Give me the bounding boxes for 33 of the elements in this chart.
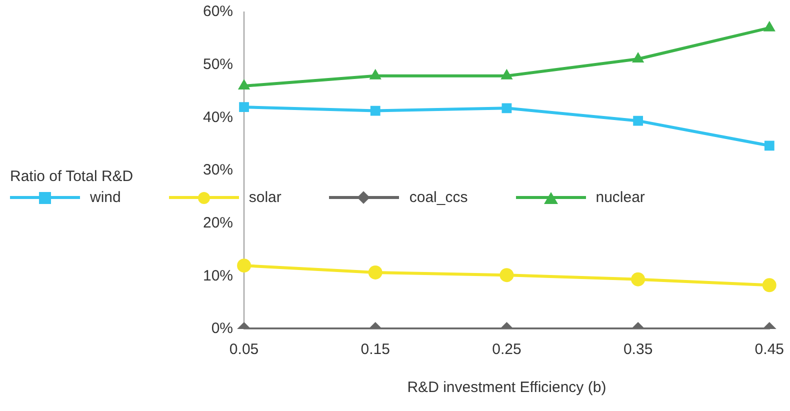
y-tick-label: 0% bbox=[211, 320, 234, 338]
y-tick-label: 10% bbox=[202, 267, 234, 284]
point bbox=[500, 68, 513, 80]
point bbox=[238, 78, 250, 90]
point bbox=[631, 272, 646, 286]
x-tick-label: 0.05 bbox=[229, 341, 259, 358]
point bbox=[368, 265, 382, 280]
legend-label: nuclear bbox=[596, 189, 645, 206]
y-tick-label: 40% bbox=[202, 108, 234, 126]
point bbox=[632, 52, 644, 63]
point bbox=[762, 278, 776, 292]
point bbox=[369, 68, 382, 80]
legend-label: coal_ccs bbox=[409, 189, 468, 206]
legend-label: wind bbox=[90, 189, 121, 206]
point bbox=[764, 140, 774, 151]
y-tick-label: 60% bbox=[202, 3, 234, 20]
x-tick-label: 0.45 bbox=[754, 341, 784, 358]
x-axis-title: R&D investment Efficiency (b) bbox=[407, 379, 606, 396]
y-tick-label: 30% bbox=[202, 162, 234, 179]
point bbox=[633, 116, 644, 126]
point bbox=[763, 20, 776, 32]
y-tick-label: 50% bbox=[202, 56, 234, 73]
legend-label: solar bbox=[248, 189, 282, 206]
point bbox=[237, 258, 252, 273]
point bbox=[370, 106, 380, 116]
x-tick-label: 0.25 bbox=[492, 341, 522, 358]
x-tick-label: 0.15 bbox=[360, 341, 390, 358]
x-tick-label: 0.35 bbox=[623, 341, 653, 358]
point bbox=[239, 102, 249, 112]
point bbox=[500, 268, 514, 282]
legend-title: Ratio of Total R&D bbox=[10, 168, 134, 185]
y-tick-label: 20% bbox=[202, 214, 234, 232]
point bbox=[502, 103, 512, 114]
